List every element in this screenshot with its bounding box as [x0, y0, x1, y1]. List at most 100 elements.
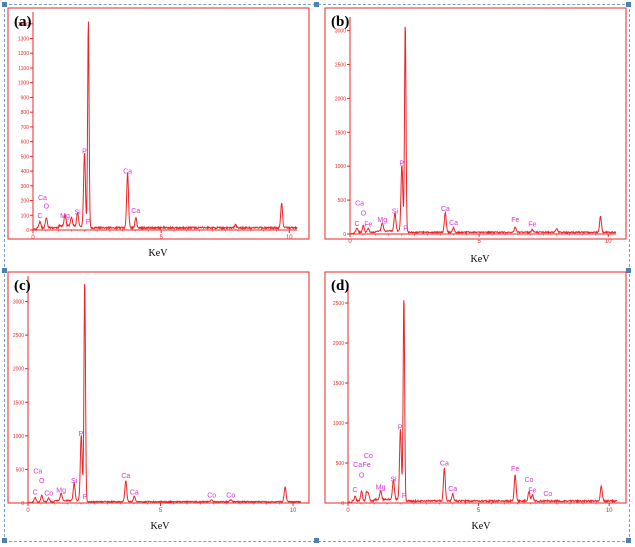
panel-c-x-axis-title: KeV: [151, 521, 171, 532]
panel-a-element-label: Ca: [131, 208, 140, 215]
panel-a-y-tick-label: 800: [21, 110, 30, 116]
panel-b-element-label: P: [403, 226, 408, 233]
panel-c-element-label: Mg: [56, 487, 66, 494]
panel-d-label: (d): [331, 278, 349, 294]
panel-d-element-label: Mg: [376, 484, 386, 491]
panel-d-element-label: Co: [364, 453, 373, 460]
panel-c-y-tick-label: 0: [21, 501, 24, 507]
panel-b-label: (b): [331, 14, 349, 30]
panel-b-x-tick-label: 10: [605, 239, 612, 245]
resize-handle-middle-left[interactable]: [2, 268, 7, 273]
panel-a-y-tick-label: 0: [26, 228, 29, 234]
panel-b-element-label: Ca: [449, 220, 458, 227]
panel-b-element-label: Mg: [377, 217, 387, 224]
panel-a-y-tick-label: 1200: [18, 51, 29, 57]
panel-d-x-axis-title: KeV: [472, 521, 492, 532]
panel-b-element-label: Fe: [364, 222, 372, 229]
panel-a-frame: [7, 7, 310, 240]
panel-d-x-tick-label: 5: [477, 508, 481, 514]
panel-a-y-tick-label: 200: [21, 199, 30, 205]
panel-b-y-tick-label: 1500: [335, 130, 346, 136]
panel-d-element-label: Co: [525, 477, 534, 484]
panel-b-frame: [324, 7, 627, 240]
panel-c-element-label: Co: [44, 491, 53, 498]
panel-c-y-tick-label: 3000: [13, 300, 24, 306]
resize-handle-bottom-center[interactable]: [314, 538, 319, 543]
panel-c-y-tick-label: 2000: [13, 367, 24, 373]
panel-d-x-tick-label: 10: [606, 508, 613, 514]
resize-handle-bottom-right[interactable]: [626, 538, 631, 543]
panel-a-y-tick-label: 900: [21, 95, 30, 101]
panel-b-element-label: Si: [392, 209, 399, 216]
panel-c-element-label: Co: [207, 493, 216, 500]
panel-b-spectrum-line: [349, 26, 617, 236]
panel-b-element-label: O: [361, 211, 367, 218]
panel-c-y-tick-label: 2500: [13, 333, 24, 339]
panel-d-element-label: Fe: [528, 488, 536, 495]
panel-a-x-tick-label: 0: [31, 235, 35, 241]
panel-a-spectrum-line: [32, 21, 298, 232]
panel-a-y-tick-label: 1400: [18, 22, 29, 28]
panel-d-element-label: Fe: [362, 462, 370, 469]
panel-d-y-tick-label: 0: [341, 501, 344, 507]
panel-c-element-label: P: [83, 494, 88, 501]
panel-d-element-label: Ca: [353, 462, 362, 469]
panel-d-spectrum-line: [347, 300, 618, 504]
panel-c-element-label: C: [33, 489, 38, 496]
panel-d-y-tick-label: 1500: [333, 381, 344, 387]
panel-a-element-label: P: [82, 148, 87, 155]
panel-c-element-label: Ca: [33, 468, 42, 475]
panel-a-y-tick-label: 1100: [18, 66, 29, 72]
panel-a-y-tick-label: 300: [21, 184, 30, 190]
resize-handle-top-center[interactable]: [314, 2, 319, 7]
panel-d-x-tick-label: 0: [346, 508, 350, 514]
panel-a-y-tick-label: 100: [21, 213, 30, 219]
panel-c-label: (c): [14, 278, 31, 294]
resize-handle-top-right[interactable]: [626, 2, 631, 7]
panel-b-element-label: Fe: [511, 217, 519, 224]
panel-c-element-label: Si: [71, 478, 78, 485]
panel-c-frame: [7, 271, 310, 504]
panel-d-y-tick-label: 2000: [333, 341, 344, 347]
panel-c-y-tick-label: 1000: [13, 434, 24, 440]
panel-c-y-tick-label: 1500: [13, 400, 24, 406]
panel-d-element-label: P: [402, 493, 407, 500]
panel-a-element-label: Mg: [60, 213, 70, 220]
panel-a-element-label: Ca: [38, 195, 47, 202]
resize-handle-bottom-left[interactable]: [2, 538, 7, 543]
panel-a-y-tick-label: 1000: [18, 81, 29, 87]
panel-a-x-tick-label: 10: [286, 235, 293, 241]
panel-c-element-label: Co: [226, 493, 235, 500]
panel-c-x-tick-label: 0: [26, 508, 30, 514]
panel-b-y-tick-label: 500: [338, 198, 347, 204]
panel-b-element-label: Ca: [355, 201, 364, 208]
panel-d-element-label: Ca: [448, 486, 457, 493]
panel-a-x-axis-title: KeV: [149, 248, 169, 259]
panel-b-x-axis-title: KeV: [471, 254, 491, 265]
panel-b-element-label: Fe: [528, 222, 536, 229]
panel-d-element-label: Ca: [440, 460, 449, 467]
panel-b-element-label: C: [354, 221, 359, 228]
panel-b-y-tick-label: 0: [343, 232, 346, 238]
panel-c-x-tick-label: 5: [159, 508, 163, 514]
panel-d-y-tick-label: 2500: [333, 301, 344, 307]
panel-d-y-tick-label: 1000: [333, 421, 344, 427]
panel-d-element-label: Si: [390, 476, 397, 483]
panel-d-element-label: O: [359, 472, 365, 479]
panel-d-element-label: Fe: [511, 466, 519, 473]
panel-b-y-tick-label: 1000: [335, 164, 346, 170]
panel-b-element-label: Ca: [441, 206, 450, 213]
panel-a-element-label: P: [86, 219, 91, 226]
panel-a-y-tick-label: 600: [21, 140, 30, 146]
panel-c-element-label: Ca: [130, 489, 139, 496]
panel-d-element-label: C: [353, 487, 358, 494]
resize-handle-middle-right[interactable]: [626, 268, 631, 273]
panel-a-element-label: O: [44, 204, 50, 211]
panel-c-spectrum-line: [28, 284, 302, 504]
panel-d-y-tick-label: 500: [336, 461, 345, 467]
panel-a-label: (a): [14, 14, 32, 30]
panel-d-element-label: Co: [543, 491, 552, 498]
panel-a-element-label: C: [37, 213, 42, 220]
resize-handle-top-left[interactable]: [2, 2, 7, 7]
